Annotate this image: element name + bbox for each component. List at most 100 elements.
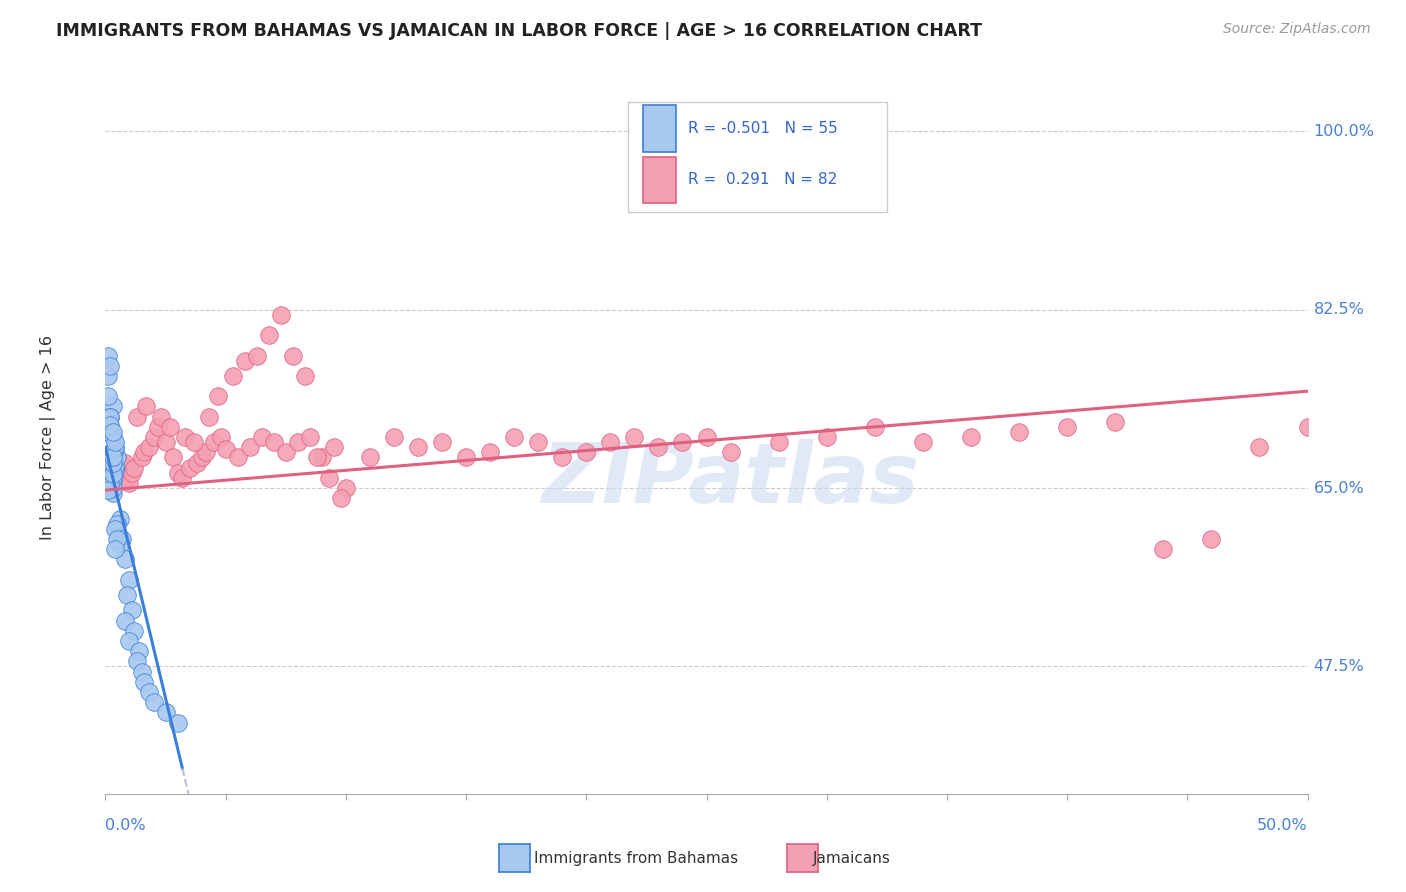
Point xyxy=(454,450,477,465)
Text: 82.5%: 82.5% xyxy=(1313,302,1364,318)
Point xyxy=(101,425,124,439)
Point xyxy=(118,475,141,490)
Point xyxy=(107,532,129,546)
Point xyxy=(1296,420,1319,434)
Point xyxy=(101,456,124,470)
Point xyxy=(107,460,129,475)
Point xyxy=(98,477,121,491)
Point xyxy=(322,440,344,454)
Point xyxy=(97,349,120,363)
Point xyxy=(173,430,195,444)
Point xyxy=(97,479,120,493)
Point xyxy=(162,450,184,465)
Point xyxy=(1104,415,1126,429)
Point xyxy=(155,706,177,720)
Point xyxy=(647,440,669,454)
Point xyxy=(142,695,165,709)
Point xyxy=(97,389,120,403)
Point xyxy=(132,445,155,459)
Point xyxy=(115,471,138,485)
FancyBboxPatch shape xyxy=(643,105,676,152)
Point xyxy=(294,368,316,383)
Text: R = -0.501   N = 55: R = -0.501 N = 55 xyxy=(689,120,838,136)
Point xyxy=(148,420,170,434)
Point xyxy=(430,435,453,450)
Point xyxy=(149,409,172,424)
Point xyxy=(98,409,121,424)
Point xyxy=(135,400,157,414)
Point xyxy=(335,481,357,495)
Point xyxy=(207,389,229,403)
Point xyxy=(107,516,129,531)
Point xyxy=(115,588,138,602)
Point xyxy=(198,409,221,424)
Point xyxy=(118,573,141,587)
Point xyxy=(138,685,160,699)
Point xyxy=(111,458,134,473)
Point xyxy=(98,417,121,432)
Point xyxy=(305,450,328,465)
Point xyxy=(202,435,225,450)
Point xyxy=(911,435,934,450)
Point xyxy=(222,368,245,383)
Point xyxy=(599,435,621,450)
Point xyxy=(623,430,645,444)
Point xyxy=(107,450,129,465)
Point xyxy=(159,420,181,434)
Point xyxy=(190,450,212,465)
Point xyxy=(104,466,127,480)
Point xyxy=(382,430,405,444)
Point xyxy=(108,537,131,551)
Text: 65.0%: 65.0% xyxy=(1313,481,1364,496)
Point xyxy=(155,435,177,450)
Point xyxy=(287,435,309,450)
Text: 0.0%: 0.0% xyxy=(105,818,146,832)
Point xyxy=(104,460,127,475)
Point xyxy=(960,430,983,444)
Point xyxy=(257,328,280,343)
Point xyxy=(186,456,208,470)
Point xyxy=(104,463,127,477)
Text: 47.5%: 47.5% xyxy=(1313,659,1364,674)
Point xyxy=(503,430,526,444)
Point xyxy=(1201,532,1223,546)
Point xyxy=(98,468,121,483)
Point xyxy=(183,435,205,450)
Point xyxy=(250,430,273,444)
Text: ZIPatlas: ZIPatlas xyxy=(541,440,920,520)
Text: 100.0%: 100.0% xyxy=(1313,124,1375,139)
FancyBboxPatch shape xyxy=(628,102,887,212)
Point xyxy=(233,353,256,368)
Point xyxy=(114,456,136,470)
Point xyxy=(104,542,127,557)
Point xyxy=(125,409,148,424)
Point xyxy=(104,522,127,536)
Point xyxy=(246,349,269,363)
Point xyxy=(274,445,297,459)
Point xyxy=(121,466,143,480)
Text: R =  0.291   N = 82: R = 0.291 N = 82 xyxy=(689,172,838,187)
Text: In Labor Force | Age > 16: In Labor Force | Age > 16 xyxy=(39,334,56,540)
Point xyxy=(575,445,598,459)
Point xyxy=(815,430,838,444)
Point xyxy=(108,463,131,477)
Point xyxy=(406,440,429,454)
Point xyxy=(131,665,153,679)
Point xyxy=(1008,425,1031,439)
Point xyxy=(330,491,353,506)
Text: 50.0%: 50.0% xyxy=(1257,818,1308,832)
Point xyxy=(166,715,188,730)
Point xyxy=(97,475,120,490)
Point xyxy=(101,486,124,500)
Point xyxy=(281,349,304,363)
Point xyxy=(1056,420,1078,434)
Point xyxy=(311,450,333,465)
Point xyxy=(863,420,886,434)
Point xyxy=(98,420,121,434)
Point xyxy=(111,532,134,546)
Point xyxy=(179,460,201,475)
Point xyxy=(101,467,124,481)
Point xyxy=(671,435,693,450)
Point xyxy=(114,614,136,628)
Point xyxy=(318,471,340,485)
